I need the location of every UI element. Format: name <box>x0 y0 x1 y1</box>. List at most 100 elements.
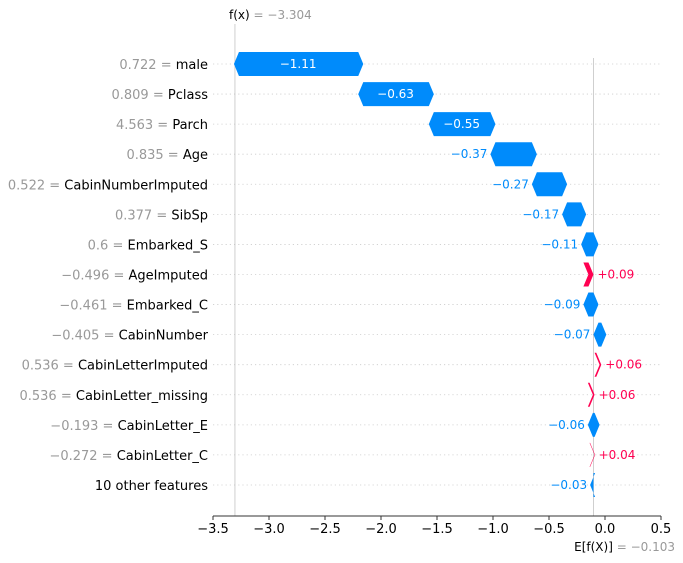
feature-value: 4.563 <box>116 118 153 133</box>
fx-value: −3.304 <box>267 8 311 22</box>
bar-cabinnumberimputed <box>531 172 568 197</box>
bar-cabinletterimputed <box>594 352 602 377</box>
feature-name: Embarked_S <box>127 238 208 253</box>
bar-cabinletter-missing <box>587 382 595 407</box>
bar-pclass <box>358 82 434 107</box>
feature-label: 0.835 = Age <box>126 148 208 163</box>
feature-label: −0.405 = CabinNumber <box>51 329 208 344</box>
feature-value: −0.405 <box>51 329 99 344</box>
feature-labels: 0.722 = male 0.809 = Pclass 4.563 = Parch 0… <box>8 58 209 494</box>
feature-label: 0.536 = CabinLetter_missing <box>19 389 208 404</box>
feature-label: 0.377 = SibSp <box>115 208 208 223</box>
x-tick-label: −0.5 <box>533 522 565 537</box>
feature-equals: = <box>98 419 117 434</box>
bar-value-label: −0.17 <box>522 207 559 221</box>
feature-value: 0.835 <box>126 148 163 163</box>
bar-value-label: +0.09 <box>597 267 634 281</box>
bar-value-label: +0.06 <box>599 388 636 402</box>
feature-equals: = <box>57 389 76 404</box>
bar-ageimputed <box>583 262 594 287</box>
x-tick-label: 0.0 <box>595 522 616 537</box>
bar-value-label: −0.11 <box>541 237 578 251</box>
feature-value: 0.6 <box>88 238 109 253</box>
feature-value: 0.377 <box>115 208 152 223</box>
bar-value-label: −0.55 <box>443 117 480 131</box>
feature-name: CabinLetterImputed <box>78 359 208 374</box>
feature-equals: = <box>149 88 168 103</box>
bar-parch <box>428 112 496 137</box>
x-tick-label: −1.5 <box>421 522 453 537</box>
bar-value-label: −0.09 <box>544 298 581 312</box>
bar-value-label: −0.37 <box>451 147 488 161</box>
base-value: −0.103 <box>631 540 675 554</box>
reference-lines <box>234 24 594 516</box>
bar-10-other-features <box>590 472 596 497</box>
x-tick-label: 0.5 <box>651 522 672 537</box>
x-tick-label: −3.0 <box>253 522 285 537</box>
bar-embarked-c <box>583 292 599 317</box>
contribution-bars: −1.11 −0.63 −0.55 −0.37 −0.27 −0.17 −0.11 +0.09… <box>233 52 642 497</box>
feature-equals: = <box>59 359 78 374</box>
bar-age <box>490 142 537 167</box>
fx-annotation: f(x) = −3.304 <box>229 8 312 22</box>
bar-cabinletter-e <box>587 412 600 437</box>
feature-value: 0.722 <box>119 58 156 73</box>
feature-name: CabinNumberImputed <box>64 178 208 193</box>
feature-name: SibSp <box>171 208 208 223</box>
fx-label: f(x) <box>229 8 250 22</box>
feature-name: CabinLetter_E <box>118 419 208 434</box>
feature-value: 0.522 <box>8 178 45 193</box>
feature-label: 0.522 = CabinNumberImputed <box>8 178 208 193</box>
bar-embarked-s <box>581 232 599 257</box>
feature-label: −0.272 = CabinLetter_C <box>49 449 208 464</box>
feature-name: CabinLetter_C <box>117 449 208 464</box>
feature-name: Parch <box>172 118 208 133</box>
fx-equals: = <box>250 8 268 22</box>
feature-equals: = <box>152 208 171 223</box>
x-tick-label: −1.0 <box>477 522 509 537</box>
feature-value: 0.536 <box>19 389 56 404</box>
feature-label: 0.536 = CabinLetterImputed <box>22 359 208 374</box>
feature-value: −0.461 <box>59 299 107 314</box>
feature-equals: = <box>98 449 117 464</box>
feature-name: 10 other features <box>95 479 208 494</box>
feature-value: 0.536 <box>22 359 59 374</box>
feature-label: 0.6 = Embarked_S <box>88 238 208 253</box>
x-axis: −3.5 −3.0 −2.5 −2.0 −1.5 −1.0 −0.5 0.0 0.5 <box>197 515 672 537</box>
feature-name: AgeImputed <box>129 268 208 283</box>
feature-value: −0.496 <box>61 268 109 283</box>
feature-equals: = <box>153 118 172 133</box>
feature-equals: = <box>164 148 183 163</box>
base-label: E[f(X)] <box>574 540 613 554</box>
feature-name: Pclass <box>168 88 208 103</box>
bar-value-label: −0.07 <box>554 328 591 342</box>
bar-male <box>233 52 364 76</box>
feature-equals: = <box>45 178 64 193</box>
feature-label: 10 other features <box>95 479 208 494</box>
feature-equals: = <box>107 299 126 314</box>
feature-name: Embarked_C <box>127 299 208 314</box>
x-tick-label: −3.5 <box>197 522 229 537</box>
bar-value-label: −0.63 <box>377 87 414 101</box>
bar-value-label: −1.11 <box>280 57 317 71</box>
feature-equals: = <box>108 238 127 253</box>
x-tick-label: −2.0 <box>365 522 397 537</box>
feature-name: CabinNumber <box>119 329 209 344</box>
feature-name: male <box>176 58 208 73</box>
bar-value-label: +0.04 <box>599 448 636 462</box>
feature-value: −0.272 <box>49 449 97 464</box>
feature-name: Age <box>183 148 208 163</box>
bar-value-label: −0.06 <box>548 418 585 432</box>
base-annotation: E[f(X)] = −0.103 <box>574 540 675 554</box>
feature-label: −0.496 = AgeImputed <box>61 268 208 283</box>
feature-equals: = <box>157 58 176 73</box>
feature-equals: = <box>109 268 128 283</box>
feature-label: 0.809 = Pclass <box>111 88 208 103</box>
feature-equals: = <box>99 329 118 344</box>
feature-label: 4.563 = Parch <box>116 118 208 133</box>
feature-name: CabinLetter_missing <box>76 389 208 404</box>
feature-label: −0.461 = Embarked_C <box>59 299 208 314</box>
feature-label: −0.193 = CabinLetter_E <box>50 419 208 434</box>
bar-value-label: +0.06 <box>605 358 642 372</box>
